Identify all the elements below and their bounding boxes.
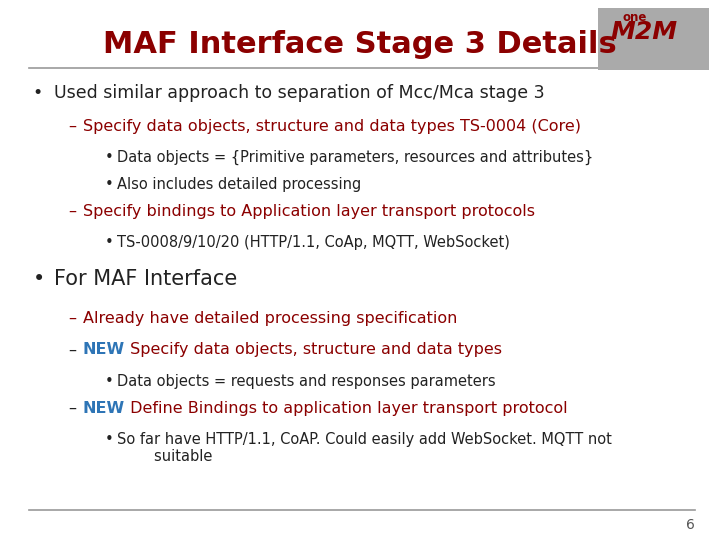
Text: Data objects = requests and responses parameters: Data objects = requests and responses pa… bbox=[117, 374, 496, 389]
FancyBboxPatch shape bbox=[598, 8, 709, 70]
Text: Used similar approach to separation of Mcc/Mca stage 3: Used similar approach to separation of M… bbox=[54, 84, 544, 102]
Text: M2M: M2M bbox=[611, 20, 678, 44]
Text: Also includes detailed processing: Also includes detailed processing bbox=[117, 177, 361, 192]
Text: •: • bbox=[104, 432, 113, 447]
Text: Already have detailed processing specification: Already have detailed processing specifi… bbox=[83, 311, 457, 326]
Text: •: • bbox=[104, 374, 113, 389]
Text: NEW: NEW bbox=[83, 342, 125, 357]
Text: •: • bbox=[32, 269, 45, 289]
Text: •: • bbox=[32, 84, 42, 102]
Text: Define Bindings to application layer transport protocol: Define Bindings to application layer tra… bbox=[125, 401, 567, 416]
Text: Specify data objects, structure and data types: Specify data objects, structure and data… bbox=[125, 342, 502, 357]
Text: –: – bbox=[68, 119, 76, 134]
Text: TS-0008/9/10/20 (HTTP/1.1, CoAp, MQTT, WebSocket): TS-0008/9/10/20 (HTTP/1.1, CoAp, MQTT, W… bbox=[117, 235, 510, 251]
Text: For MAF Interface: For MAF Interface bbox=[54, 269, 238, 289]
Text: –: – bbox=[68, 342, 76, 357]
Text: –: – bbox=[68, 401, 76, 416]
Text: 6: 6 bbox=[686, 518, 695, 532]
Text: •: • bbox=[104, 150, 113, 165]
Text: –: – bbox=[68, 311, 76, 326]
Text: NEW: NEW bbox=[83, 401, 125, 416]
Text: Data objects = {Primitive parameters, resources and attributes}: Data objects = {Primitive parameters, re… bbox=[117, 150, 593, 165]
Text: •: • bbox=[104, 235, 113, 251]
Text: So far have HTTP/1.1, CoAP. Could easily add WebSocket. MQTT not
        suitabl: So far have HTTP/1.1, CoAP. Could easily… bbox=[117, 432, 612, 464]
Text: •: • bbox=[104, 177, 113, 192]
Text: MAF Interface Stage 3 Details: MAF Interface Stage 3 Details bbox=[103, 30, 617, 59]
Text: one: one bbox=[623, 11, 647, 24]
Text: –: – bbox=[68, 204, 76, 219]
Text: Specify bindings to Application layer transport protocols: Specify bindings to Application layer tr… bbox=[83, 204, 535, 219]
Text: Specify data objects, structure and data types TS-0004 (Core): Specify data objects, structure and data… bbox=[83, 119, 581, 134]
